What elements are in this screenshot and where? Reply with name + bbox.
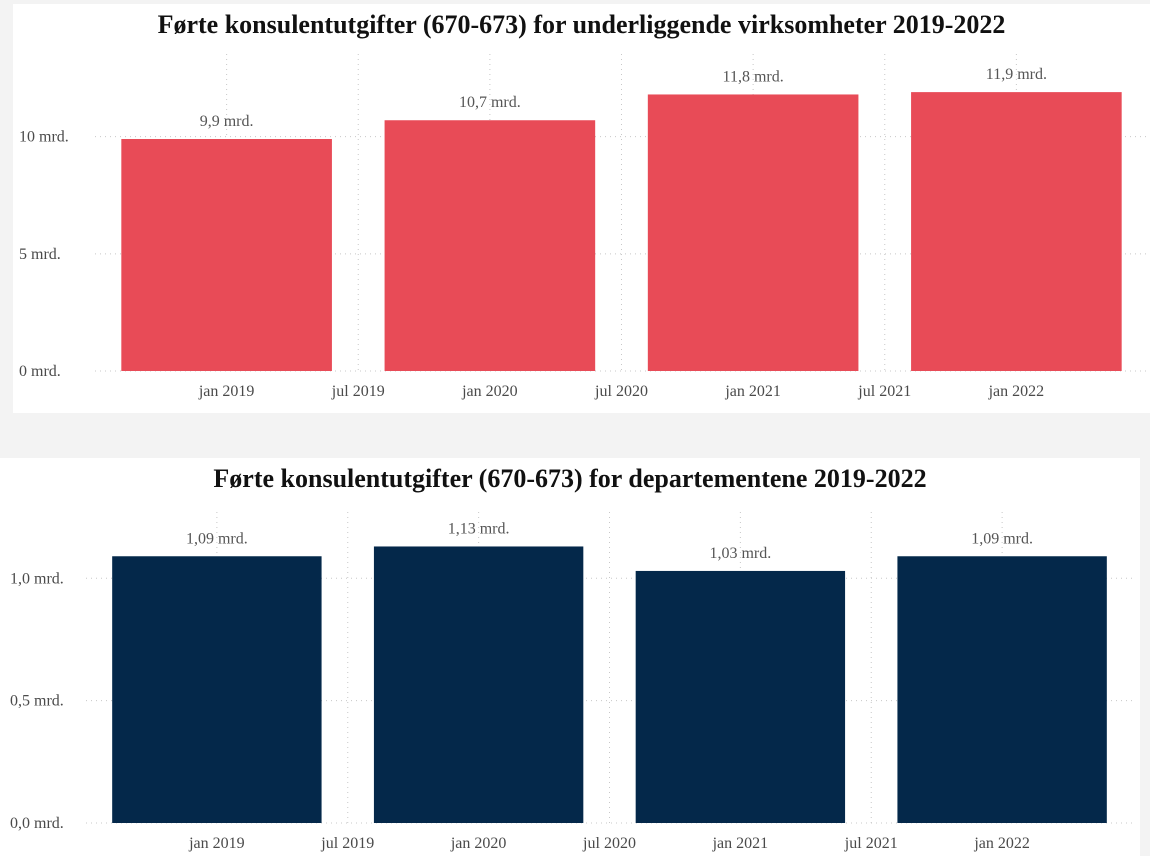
- x-tick-label: jan 2019: [198, 383, 255, 400]
- data-label: 1,09 mrd.: [971, 530, 1033, 547]
- bar: [121, 138, 332, 371]
- data-label: 11,8 mrd.: [723, 68, 784, 85]
- y-tick-label: 0,0 mrd.: [10, 815, 64, 832]
- x-tick-label: jul 2021: [857, 383, 911, 400]
- x-tick-label: jan 2022: [988, 383, 1045, 400]
- bar: [647, 94, 859, 372]
- chart-panel-1: Førte konsulentutgifter (670-673) for un…: [13, 4, 1150, 413]
- data-label: 1,09 mrd.: [186, 530, 248, 547]
- bar: [112, 556, 322, 823]
- y-tick-label: 10 mrd.: [19, 129, 69, 146]
- data-label: 10,7 mrd.: [459, 94, 521, 111]
- bar: [911, 92, 1122, 372]
- x-tick-label: jan 2020: [461, 383, 518, 400]
- y-tick-label: 0,5 mrd.: [10, 693, 64, 710]
- bar: [373, 546, 584, 823]
- y-tick-label: 5 mrd.: [19, 246, 61, 263]
- bar-chart-2: 1,09 mrd. 1,13 mrd. 1,03 mrd. 1,09 mrd. 0,0 …: [10, 512, 1133, 852]
- bar: [635, 570, 846, 823]
- x-tick-label: jul 2020: [594, 383, 648, 400]
- chart-title: Førte konsulentutgifter (670-673) for un…: [157, 10, 1006, 39]
- x-tick-label: jul 2019: [331, 383, 385, 400]
- bar: [897, 556, 1107, 823]
- chart-title: Førte konsulentutgifter (670-673) for de…: [213, 464, 927, 493]
- x-tick-label: jan 2019: [188, 835, 245, 852]
- chart-panel-2: Førte konsulentutgifter (670-673) for de…: [0, 458, 1140, 856]
- x-tick-label: jan 2021: [712, 835, 769, 852]
- x-tick-label: jan 2021: [724, 383, 781, 400]
- y-tick-label: 1,0 mrd.: [10, 570, 64, 587]
- x-tick-label: jul 2019: [320, 835, 374, 852]
- data-label: 1,03 mrd.: [709, 545, 771, 562]
- x-tick-label: jul 2020: [582, 835, 636, 852]
- data-label: 11,9 mrd.: [986, 66, 1047, 83]
- x-tick-label: jul 2021: [844, 835, 898, 852]
- data-label: 9,9 mrd.: [200, 113, 254, 130]
- x-tick-label: jan 2022: [973, 835, 1030, 852]
- y-tick-label: 0 mrd.: [19, 363, 61, 380]
- x-tick-label: jan 2020: [450, 835, 507, 852]
- bar-chart-1: 9,9 mrd. 10,7 mrd. 11,8 mrd. 11,9 mrd. 0 mrd…: [19, 54, 1148, 400]
- data-label: 1,13 mrd.: [448, 520, 510, 537]
- bar: [384, 120, 596, 371]
